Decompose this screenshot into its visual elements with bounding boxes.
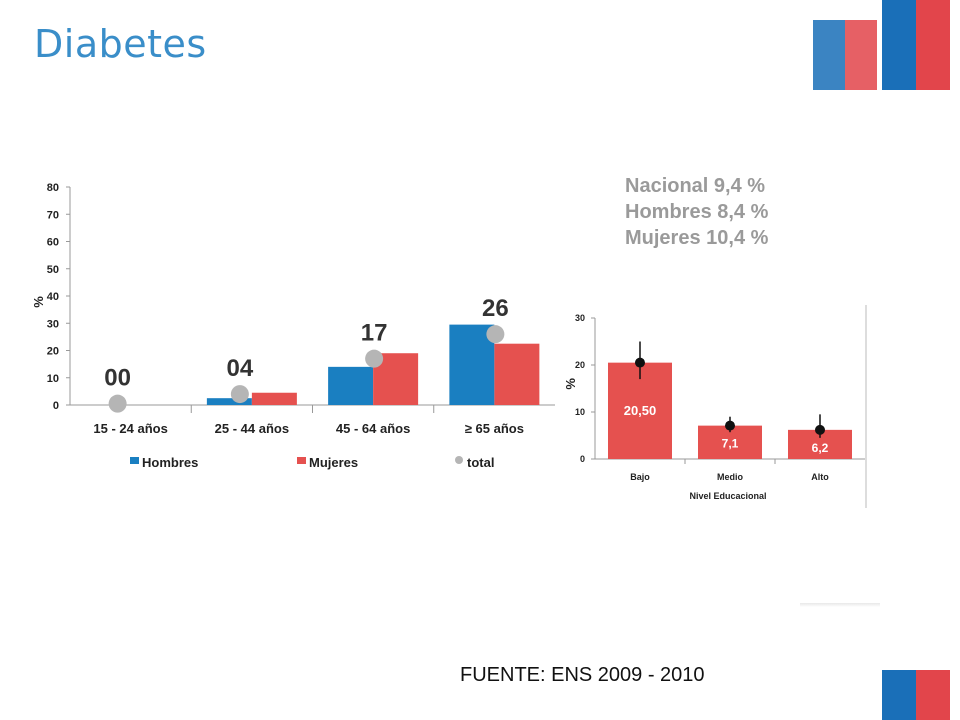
y-tick-label: 50	[47, 264, 59, 276]
legend-label: Hombres	[142, 455, 198, 470]
stat-hombres: Hombres 8,4 %	[625, 201, 769, 223]
y-tick-label: 20	[575, 360, 585, 370]
x-tick-label: 25 - 44 años	[215, 421, 289, 436]
source-note: FUENTE: ENS 2009 - 2010	[460, 664, 705, 686]
y-axis-label: %	[563, 378, 578, 390]
divider-shadow	[800, 603, 880, 607]
x-axis-label: Nivel Educacional	[689, 491, 766, 501]
bar-mujeres	[251, 392, 297, 405]
data-label: 00	[104, 365, 131, 392]
data-label: 17	[361, 320, 388, 347]
stats-summary: Nacional 9,4 % Hombres 8,4 % Mujeres 10,…	[625, 173, 768, 251]
x-tick-label: 15 - 24 años	[93, 421, 167, 436]
y-tick-label: 0	[53, 400, 59, 412]
point-mean	[635, 357, 645, 368]
point-total	[230, 385, 249, 404]
y-tick-label: 60	[47, 237, 59, 249]
point-total	[486, 325, 505, 344]
value-label: 7,1	[722, 437, 739, 451]
data-label: 04	[227, 355, 254, 382]
stat-mujeres: Mujeres 10,4 %	[625, 227, 769, 249]
legend-swatch	[297, 457, 306, 464]
legend-swatch	[455, 456, 463, 464]
y-tick-label: 40	[47, 291, 59, 303]
y-axis-label: %	[31, 296, 46, 308]
point-mean	[815, 424, 825, 435]
y-tick-label: 10	[47, 373, 59, 385]
bar-hombres	[449, 324, 495, 405]
y-tick-label: 20	[47, 346, 59, 358]
point-total	[108, 394, 127, 413]
x-tick-label: Medio	[717, 472, 744, 482]
y-tick-label: 70	[47, 209, 59, 221]
point-total	[365, 349, 384, 368]
value-label: 6,2	[812, 441, 829, 455]
bar-mujeres	[494, 343, 540, 405]
flag-logo-large	[882, 0, 950, 90]
y-tick-label: 30	[575, 313, 585, 323]
stat-nacional: Nacional 9,4 %	[625, 175, 766, 197]
legend-swatch	[130, 457, 139, 464]
legend-label: total	[467, 455, 494, 470]
legend-label: Mujeres	[309, 455, 358, 470]
y-tick-label: 30	[47, 318, 59, 330]
slide-title: Diabetes	[34, 22, 207, 66]
x-tick-label: Alto	[811, 472, 829, 482]
data-label: 26	[482, 295, 509, 322]
flag-logo-small	[813, 20, 877, 90]
x-tick-label: 45 - 64 años	[336, 421, 410, 436]
point-mean	[725, 420, 735, 431]
y-tick-label: 10	[575, 407, 585, 417]
flag-logo-footer	[882, 670, 950, 720]
value-label: 20,50	[624, 403, 657, 418]
bar-hombres	[328, 366, 374, 405]
y-tick-label: 0	[580, 454, 585, 464]
bar-hombres	[206, 398, 252, 405]
y-tick-label: 80	[47, 182, 59, 194]
x-tick-label: Bajo	[630, 472, 650, 482]
x-tick-label: ≥ 65 años	[465, 421, 524, 436]
